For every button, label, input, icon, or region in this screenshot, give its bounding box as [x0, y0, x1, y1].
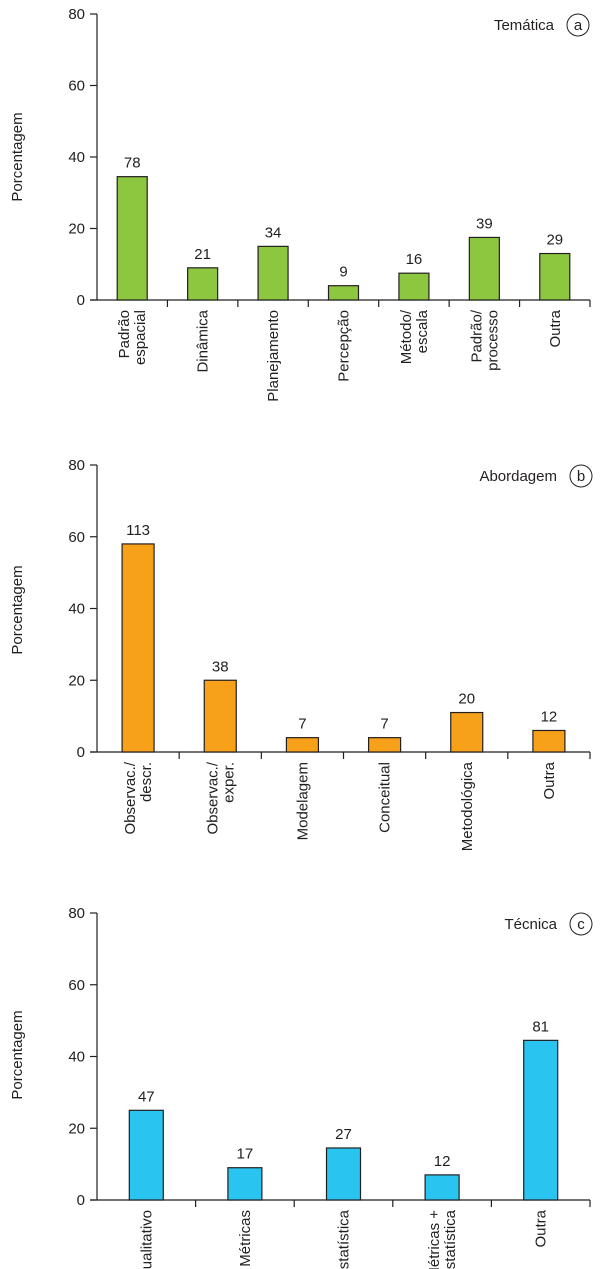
chart-panel-c: 0 20 40 60 80 Porcentagem Técnica c 47 Qualitativ… — [9, 905, 593, 1269]
category-label: Observac./ — [204, 761, 221, 834]
bar-value-label: 7 — [298, 716, 306, 733]
bar-0 — [116, 176, 148, 301]
bar-4 — [523, 1039, 559, 1201]
category-label: Método/ — [398, 309, 415, 364]
category-label: Métricas — [237, 1210, 254, 1267]
chart-panel-b: 0 20 40 60 80 Porcentagem Abordagem b 113 Observa… — [9, 457, 593, 851]
bar-3 — [327, 285, 360, 301]
bar-value-label: 7 — [380, 716, 388, 733]
category-label: Observac./ — [122, 761, 139, 834]
y-axis-label: Porcentagem — [9, 112, 26, 201]
category-label: Métricas + — [426, 1210, 443, 1269]
category-label: Metodológica — [459, 761, 476, 851]
bar-value-label: 20 — [458, 691, 475, 708]
bar-value-label: 17 — [237, 1146, 254, 1163]
y-tick-label: 20 — [68, 1120, 85, 1137]
y-tick-label: 20 — [68, 221, 85, 238]
panel-letter: b — [577, 468, 585, 485]
category-label: processo — [484, 310, 501, 371]
bar-2 — [285, 737, 320, 753]
category-label: Conceitual — [377, 762, 394, 833]
bar-value-label: 21 — [194, 246, 211, 263]
category-label: espacial — [132, 310, 149, 365]
y-tick-label: 40 — [68, 149, 85, 166]
bar-6 — [539, 252, 571, 301]
category-label: exper. — [220, 762, 237, 803]
chart-panel-a: 0 20 40 60 80 Porcentagem Temática a 78 Padrão esp… — [9, 6, 591, 402]
category-label: estatística — [442, 1209, 459, 1269]
panel-letter-circle — [569, 464, 593, 488]
panel-title: Abordagem — [479, 468, 557, 485]
bar-5 — [532, 729, 566, 753]
category-label: Outra — [547, 309, 564, 347]
bar-value-label: 12 — [434, 1153, 451, 1170]
bar-3 — [367, 737, 402, 753]
y-tick-label: 60 — [68, 977, 85, 994]
y-tick-label: 40 — [68, 1049, 85, 1066]
bar-5 — [468, 236, 500, 301]
y-tick-label: 80 — [68, 905, 85, 922]
category-label: Dinâmica — [195, 309, 212, 372]
category-label: Padrão — [116, 310, 133, 358]
category-label: escala — [414, 309, 431, 353]
panel-letter: a — [574, 17, 583, 34]
bar-1 — [187, 267, 219, 301]
y-tick-label: 0 — [77, 292, 85, 309]
bar-0 — [121, 543, 155, 753]
bar-value-label: 81 — [532, 1018, 549, 1035]
bar-value-label: 47 — [138, 1088, 155, 1105]
bar-value-label: 34 — [265, 224, 282, 241]
y-tick-label: 80 — [68, 6, 85, 23]
panel-letter-circle — [566, 13, 590, 37]
y-tick-label: 20 — [68, 672, 85, 689]
category-label: descr. — [138, 762, 155, 802]
bar-value-label: 38 — [212, 658, 229, 675]
bar-3 — [424, 1174, 460, 1201]
bar-1 — [203, 679, 237, 753]
category-label: Padrão/ — [468, 309, 485, 362]
bar-value-label: 27 — [335, 1126, 352, 1143]
category-label: Planejamento — [265, 310, 282, 402]
panel-title: Técnica — [504, 916, 557, 933]
y-tick-label: 60 — [68, 78, 85, 95]
bar-0 — [128, 1109, 164, 1201]
y-tick-label: 80 — [68, 457, 85, 474]
y-tick-label: 0 — [77, 1192, 85, 1209]
bar-2 — [257, 245, 289, 301]
category-label: Qualitativo — [138, 1210, 155, 1269]
bar-value-label: 39 — [476, 215, 493, 232]
category-label: Outra — [541, 761, 558, 799]
bar-value-label: 113 — [126, 522, 150, 539]
bar-value-label: 16 — [406, 251, 423, 268]
y-axis-label: Porcentagem — [9, 1010, 26, 1099]
panel-title: Temática — [494, 17, 555, 34]
bar-value-label: 29 — [546, 232, 563, 249]
panel-letter-circle — [569, 912, 593, 936]
y-axis-label: Porcentagem — [9, 565, 26, 654]
y-tick-label: 60 — [68, 529, 85, 546]
panel-letter: c — [577, 916, 585, 933]
y-tick-label: 0 — [77, 744, 85, 761]
bar-4 — [450, 711, 484, 753]
category-label: Outra — [533, 1209, 550, 1247]
category-label: Modelagem — [294, 762, 311, 840]
bar-value-label: 78 — [124, 155, 141, 172]
bar-1 — [227, 1167, 263, 1201]
category-label: Percepção — [336, 310, 353, 382]
bar-value-label: 12 — [541, 708, 558, 725]
bar-2 — [325, 1147, 362, 1201]
bar-value-label: 9 — [339, 264, 347, 281]
bar-4 — [398, 272, 430, 301]
y-tick-label: 40 — [68, 601, 85, 618]
category-label: Estatística — [336, 1209, 353, 1269]
